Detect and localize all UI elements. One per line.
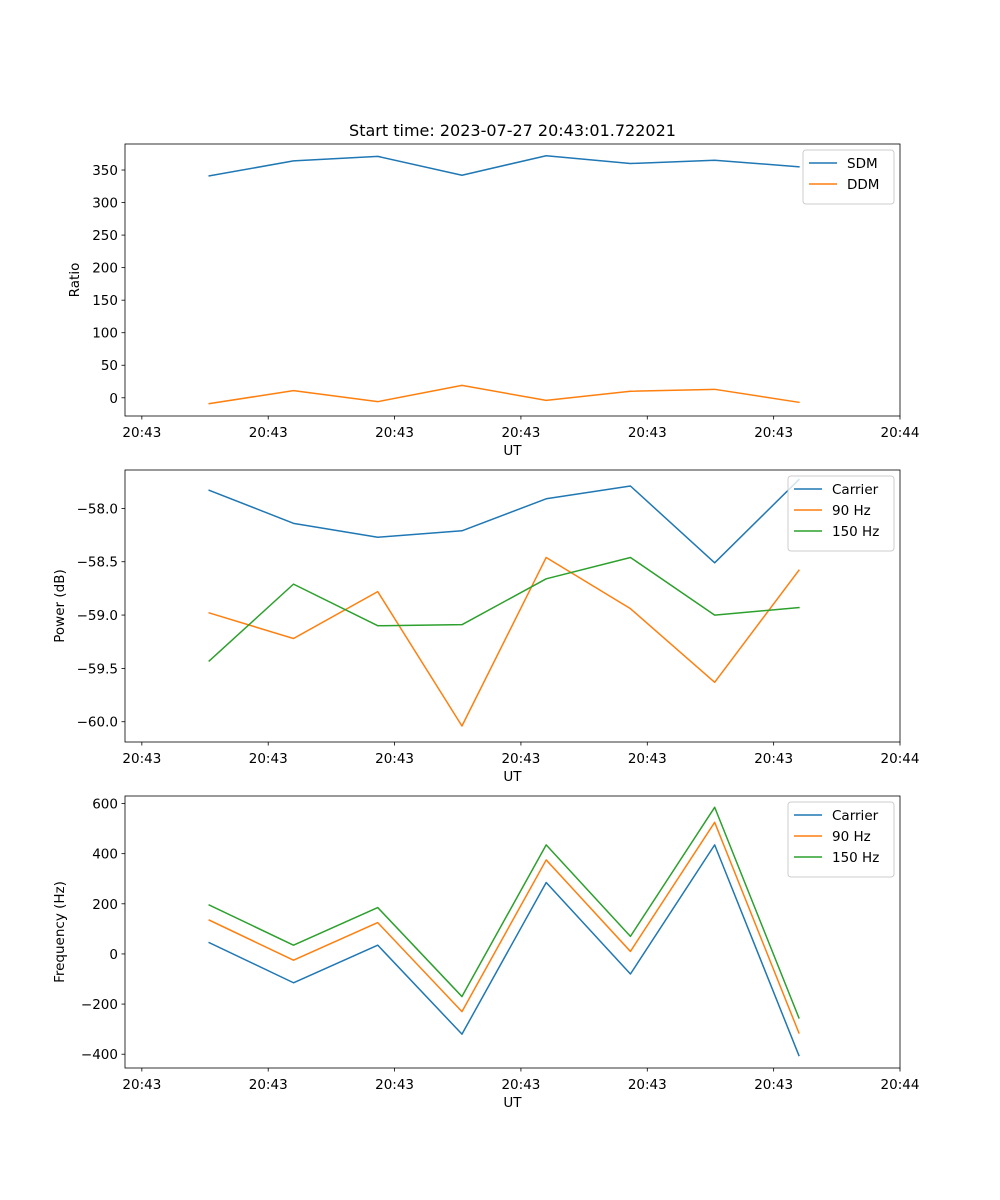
ratio-x-tick-label: 20:44 [881,425,920,441]
ratio-y-tick-label: 350 [92,163,118,179]
ratio-x-tick-label: 20:43 [754,425,793,441]
ratio-y-tick-label: 150 [92,293,118,309]
subplots: 20:43 20:43 20:43 20:43 20:43 20:43 20:44 0 50 10… [52,143,920,1111]
ratio-legend-label: DDM [847,177,879,193]
power-legend-label: 90 Hz [832,503,871,519]
frequency-y-tick-label: −200 [81,997,118,1013]
power-legend-label: Carrier [832,482,879,498]
power-x-tick-label: 20:44 [881,751,920,767]
frequency-y-tick-label: −400 [81,1047,118,1063]
ratio-series-line-ddm [208,384,800,405]
ratio-x-tick-label: 20:43 [249,425,288,441]
power-x-tick-label: 20:43 [501,751,540,767]
ratio-x-tick-label: 20:43 [375,425,414,441]
power-x-axis-label: UT [503,769,522,785]
ratio-x-axis-label: UT [503,443,522,459]
ratio-panel: 20:43 20:43 20:43 20:43 20:43 20:43 20:44 0 50 10… [67,143,920,459]
power-axes-frame [124,469,901,743]
power-series-line-carrier [208,478,800,564]
power-x-tick-label: 20:43 [754,751,793,767]
frequency-y-tick-label: 0 [109,947,118,963]
ratio-x-tick-label: 20:43 [628,425,667,441]
ratio-y-tick-label: 100 [92,326,118,342]
frequency-y-tick-label: 200 [92,897,118,913]
power-y-axis-label: Power (dB) [52,569,68,642]
ratio-y-tick-label: 0 [109,391,118,407]
ratio-y-axis-label: Ratio [67,263,83,298]
frequency-legend-label: 150 Hz [832,850,879,866]
frequency-series-line-carrier [208,844,800,1057]
ratio-x-tick-label: 20:43 [501,425,540,441]
power-legend-box [787,475,895,552]
power-y-tick-label: −58.5 [77,555,118,571]
power-x-tick-label: 20:43 [122,751,161,767]
power-legend: Carrier 90 Hz 150 Hz [787,475,895,552]
frequency-x-tick-label: 20:43 [628,1077,667,1093]
power-series-line-90-hz [208,556,800,727]
frequency-y-tick-label: 400 [92,847,118,863]
frequency-series-line-150-hz [208,806,800,1019]
frequency-x-tick-label: 20:43 [501,1077,540,1093]
frequency-legend: Carrier 90 Hz 150 Hz [787,801,895,878]
power-legend-label: 150 Hz [832,524,879,540]
frequency-legend-box [787,801,895,878]
frequency-legend-label: Carrier [832,808,879,824]
ratio-y-tick-label: 50 [101,358,118,374]
power-x-tick-label: 20:43 [249,751,288,767]
frequency-panel: 20:43 20:43 20:43 20:43 20:43 20:43 20:44 600 40… [52,795,920,1111]
ratio-x-tick-label: 20:43 [122,425,161,441]
frequency-x-tick-label: 20:43 [249,1077,288,1093]
frequency-y-tick-label: 600 [92,797,118,813]
power-x-tick-label: 20:43 [628,751,667,767]
frequency-y-axis-label: Frequency (Hz) [52,881,68,983]
chart-title: Start time: 2023-07-27 20:43:01.722021 [349,121,676,140]
power-y-tick-label: −58.0 [77,501,118,517]
ratio-y-tick-label: 300 [92,196,118,212]
ratio-y-tick-label: 250 [92,228,118,244]
power-y-tick-label: −60.0 [77,715,118,731]
frequency-x-tick-label: 20:43 [375,1077,414,1093]
ratio-legend-label: SDM [847,156,878,172]
frequency-axes-frame [124,795,901,1069]
frequency-x-tick-label: 20:43 [122,1077,161,1093]
frequency-series-line-90-hz [208,821,800,1034]
power-y-tick-label: −59.0 [77,608,118,624]
frequency-x-axis-label: UT [503,1095,522,1111]
ratio-legend: SDM DDM [802,149,895,205]
power-x-tick-label: 20:43 [375,751,414,767]
ratio-axes-frame [124,143,901,417]
power-panel: 20:43 20:43 20:43 20:43 20:43 20:43 20:44 −58.0… [52,469,920,785]
frequency-legend-label: 90 Hz [832,829,871,845]
ratio-series-line-sdm [208,154,800,177]
ratio-y-tick-label: 200 [92,261,118,277]
power-y-tick-label: −59.5 [77,661,118,677]
power-series-line-150-hz [208,556,800,662]
frequency-x-tick-label: 20:43 [754,1077,793,1093]
frequency-x-tick-label: 20:44 [881,1077,920,1093]
